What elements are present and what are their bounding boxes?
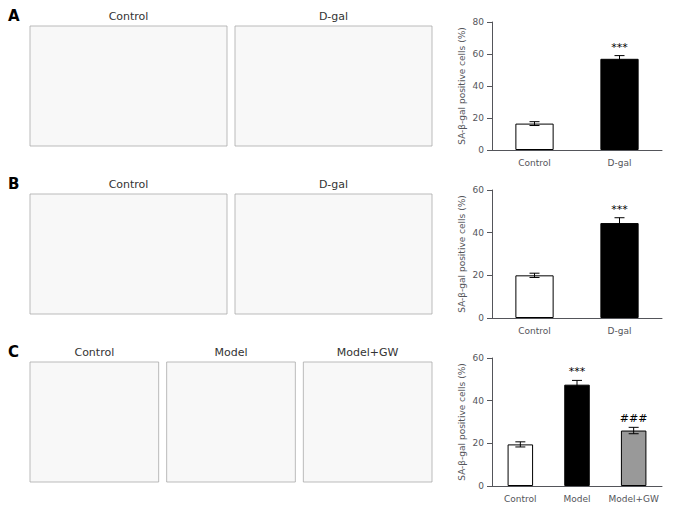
svg-text:20: 20 xyxy=(473,438,485,448)
svg-text:SA-β-gal positive cells (%): SA-β-gal positive cells (%) xyxy=(457,195,467,312)
svg-text:D-gal: D-gal xyxy=(608,326,632,336)
svg-text:60: 60 xyxy=(473,353,485,363)
svg-text:Control: Control xyxy=(518,326,551,336)
svg-text:###: ### xyxy=(620,412,648,425)
svg-text:Model+GW: Model+GW xyxy=(608,494,659,504)
svg-text:80: 80 xyxy=(473,17,485,27)
svg-text:A: A xyxy=(8,7,20,25)
svg-text:***: *** xyxy=(569,365,586,378)
svg-text:D-gal: D-gal xyxy=(319,10,348,23)
svg-text:SA-β-gal positive cells (%): SA-β-gal positive cells (%) xyxy=(457,363,467,480)
svg-text:20: 20 xyxy=(473,113,485,123)
svg-text:Control: Control xyxy=(518,158,551,168)
svg-text:20: 20 xyxy=(473,270,485,280)
svg-text:40: 40 xyxy=(473,81,485,91)
svg-text:Control: Control xyxy=(109,178,149,191)
svg-text:40: 40 xyxy=(473,396,485,406)
svg-text:60: 60 xyxy=(473,185,485,195)
svg-text:D-gal: D-gal xyxy=(608,158,632,168)
svg-text:Model: Model xyxy=(563,494,590,504)
svg-text:Control: Control xyxy=(109,10,149,23)
svg-text:C: C xyxy=(8,343,19,361)
svg-text:SA-β-gal positive cells (%): SA-β-gal positive cells (%) xyxy=(457,27,467,144)
svg-text:***: *** xyxy=(611,41,628,54)
svg-text:Control: Control xyxy=(74,346,114,359)
svg-text:0: 0 xyxy=(478,145,484,155)
svg-text:40: 40 xyxy=(473,228,485,238)
svg-text:Control: Control xyxy=(504,494,537,504)
svg-text:0: 0 xyxy=(478,481,484,491)
svg-text:60: 60 xyxy=(473,49,485,59)
svg-text:B: B xyxy=(8,175,19,193)
svg-text:0: 0 xyxy=(478,313,484,323)
svg-text:Model: Model xyxy=(214,346,247,359)
svg-text:***: *** xyxy=(611,203,628,216)
svg-text:D-gal: D-gal xyxy=(319,178,348,191)
svg-text:Model+GW: Model+GW xyxy=(337,346,399,359)
